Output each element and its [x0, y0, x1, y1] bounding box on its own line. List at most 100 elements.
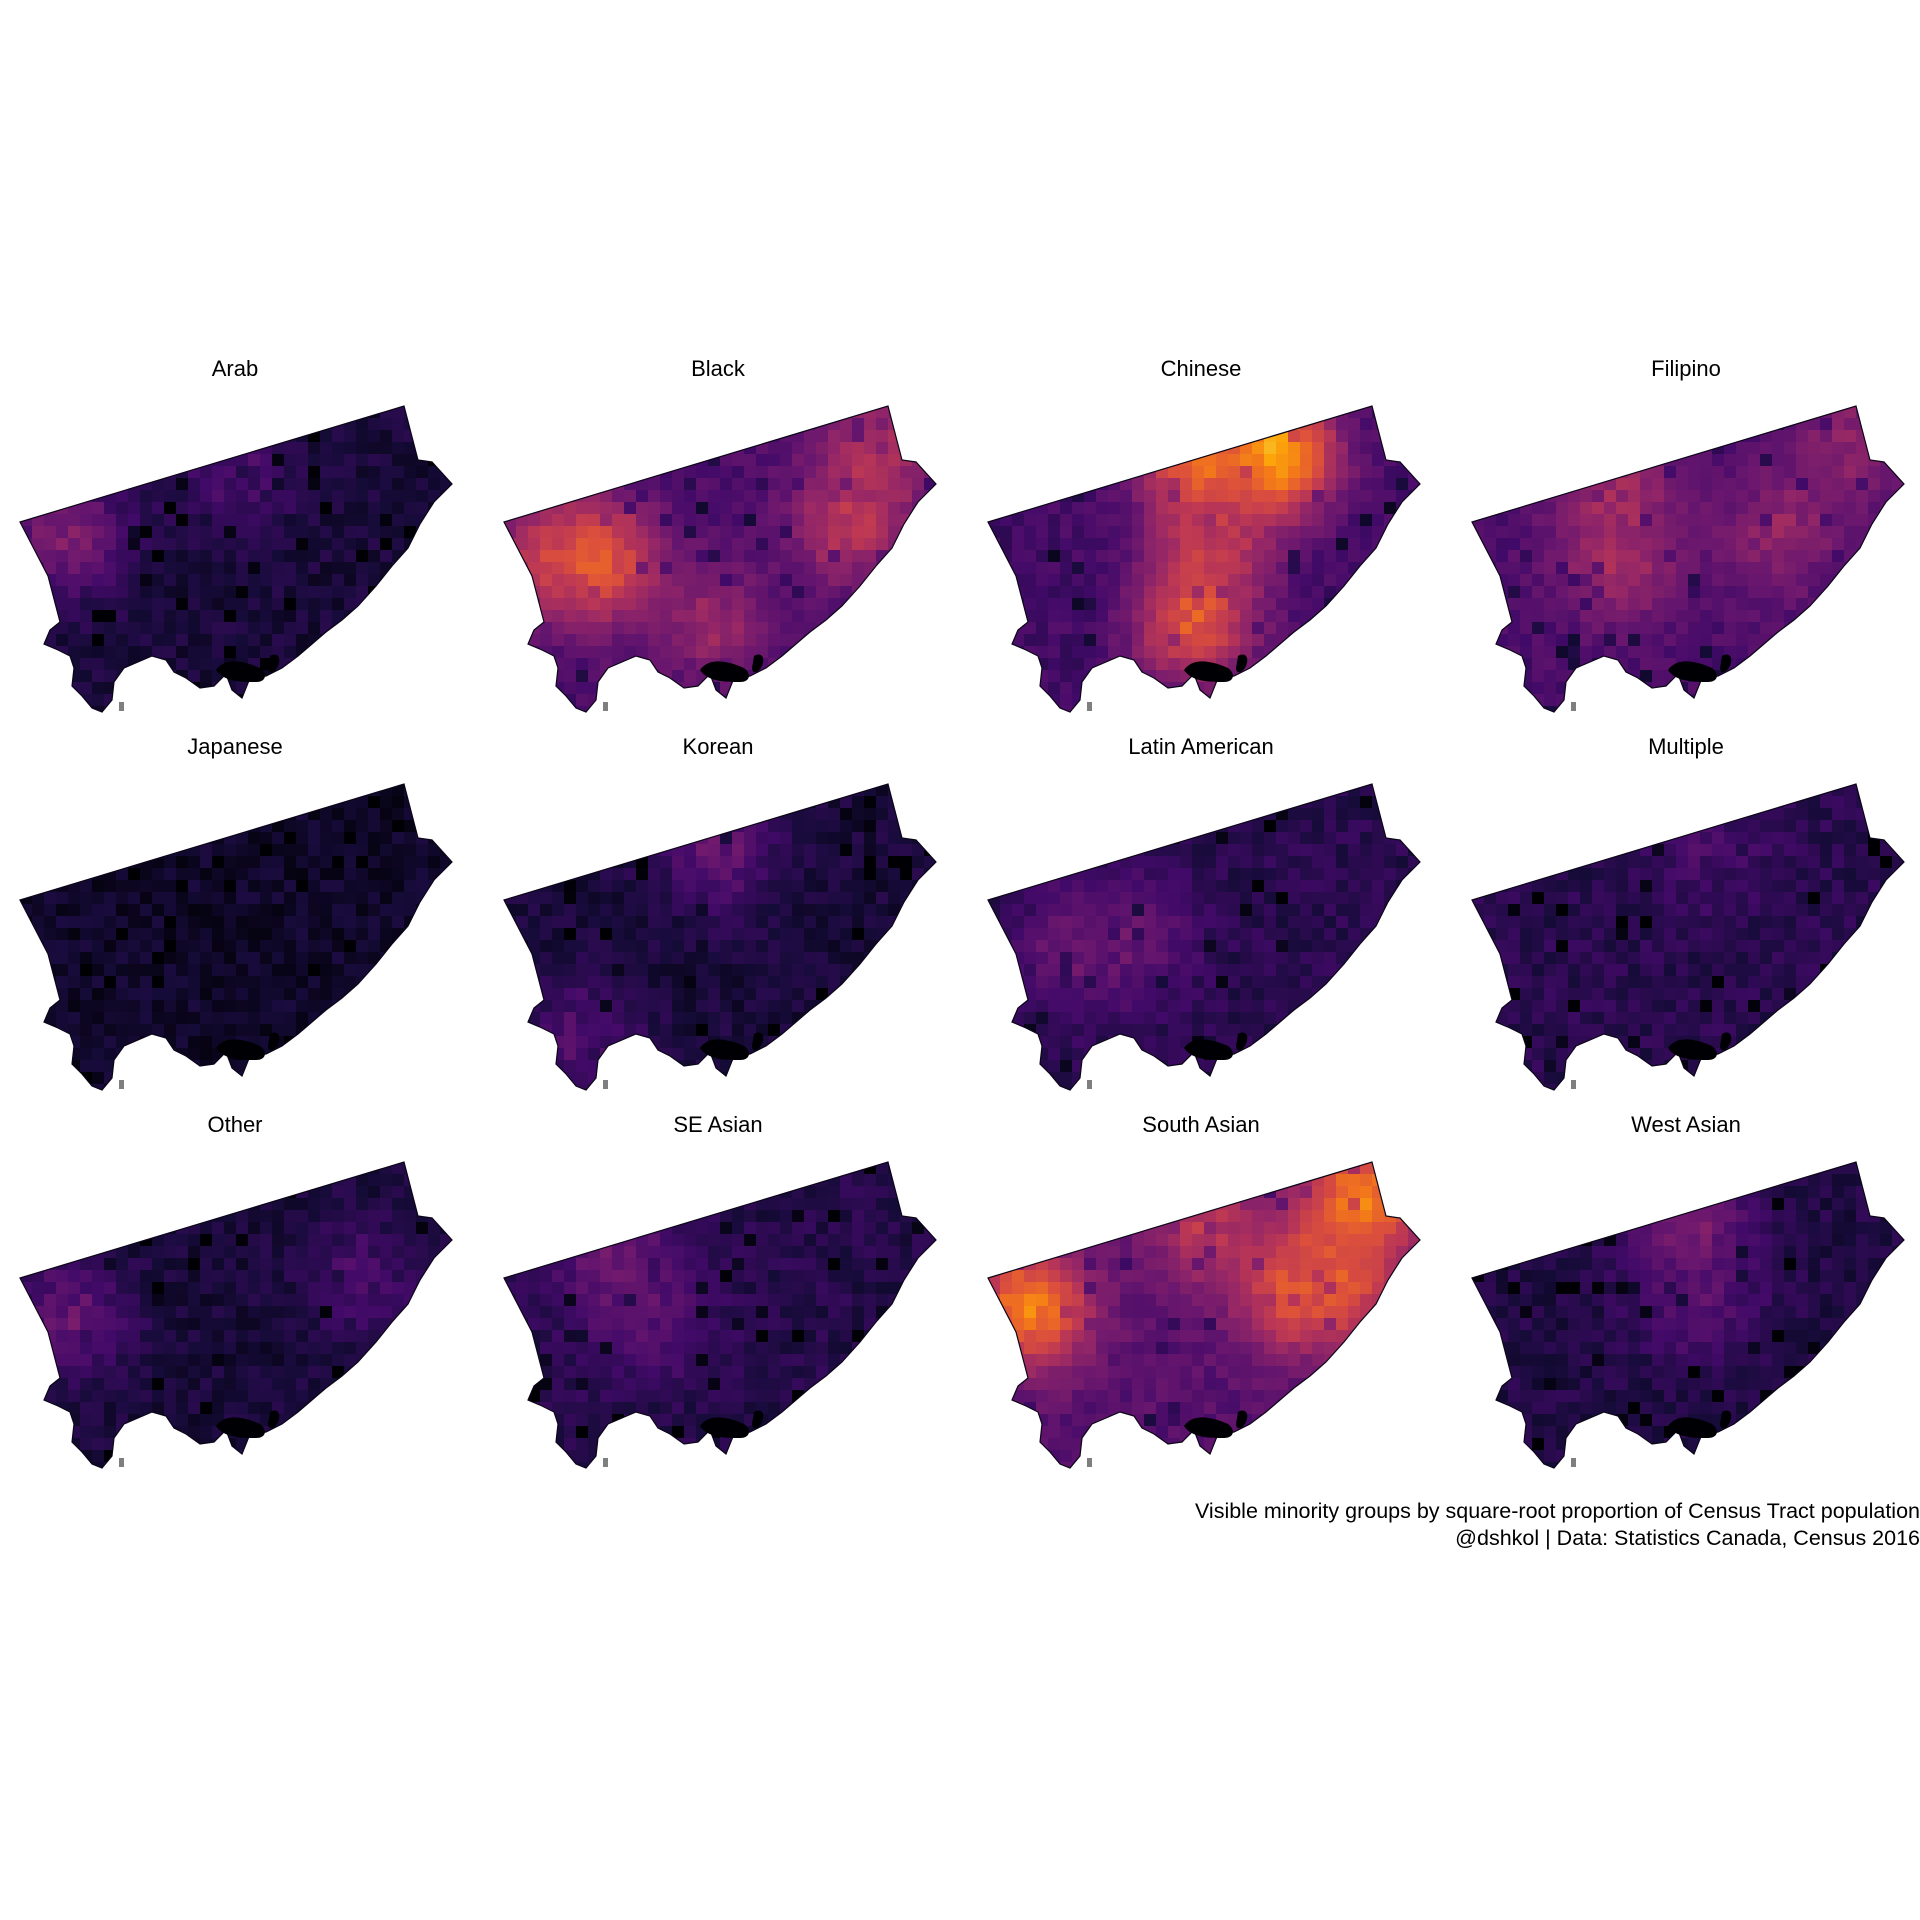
census-tract	[1228, 466, 1242, 481]
census-tract	[68, 706, 82, 712]
census-tract	[1204, 574, 1219, 589]
census-tract	[200, 418, 217, 432]
census-tract	[1652, 706, 1664, 712]
census-tract	[1372, 634, 1385, 651]
census-tract	[476, 952, 491, 968]
census-tract	[392, 1012, 407, 1029]
census-tract	[744, 526, 759, 541]
census-tract	[1880, 478, 1892, 490]
census-tract	[284, 820, 297, 834]
census-tract	[1916, 526, 1920, 539]
census-tract	[1760, 562, 1775, 575]
census-tract	[164, 694, 181, 707]
census-tract	[32, 586, 44, 603]
census-tract	[780, 538, 793, 550]
census-tract	[416, 442, 429, 458]
census-tract	[1024, 442, 1039, 456]
census-tract	[1472, 670, 1484, 685]
census-tract	[104, 502, 119, 515]
census-tract	[612, 598, 624, 610]
census-tract	[1796, 406, 1810, 418]
census-tract	[780, 466, 795, 481]
census-tract	[936, 706, 949, 722]
census-tract	[1420, 610, 1436, 625]
census-tract	[296, 976, 310, 988]
census-tract	[128, 976, 141, 991]
census-tract	[540, 622, 553, 635]
census-tract	[188, 1048, 201, 1062]
census-tract	[988, 646, 1001, 663]
census-tract	[308, 796, 324, 808]
census-tract	[200, 988, 212, 1000]
census-tract	[104, 418, 121, 435]
census-tract	[152, 646, 166, 658]
census-tract	[768, 622, 782, 635]
census-tract	[816, 466, 830, 481]
census-tract	[464, 490, 476, 506]
census-tract	[320, 646, 334, 663]
census-tract	[236, 406, 250, 421]
census-tract	[1784, 430, 1799, 444]
census-tract	[1084, 490, 1099, 505]
census-tract	[1808, 658, 1825, 672]
census-tract	[428, 418, 440, 431]
census-tract	[428, 574, 442, 591]
census-tract	[912, 562, 925, 576]
census-tract	[428, 820, 445, 834]
census-tract	[1024, 634, 1036, 649]
census-tract	[464, 574, 481, 587]
census-tract	[864, 658, 878, 671]
census-tract	[912, 418, 928, 432]
census-tract	[1916, 538, 1920, 550]
census-tract	[1096, 514, 1109, 528]
census-tract	[888, 670, 905, 687]
census-tract	[68, 820, 82, 832]
census-tract	[948, 538, 962, 553]
census-tract	[672, 694, 689, 707]
census-tract	[864, 538, 877, 553]
census-tract	[1348, 658, 1362, 673]
census-tract	[1396, 670, 1413, 682]
census-tract	[68, 478, 83, 495]
census-tract	[1916, 694, 1920, 709]
census-tract	[1348, 670, 1361, 683]
census-tract	[1168, 430, 1185, 442]
census-tract	[128, 442, 142, 457]
census-tract	[1580, 490, 1593, 505]
census-tract	[612, 406, 628, 419]
census-tract	[224, 856, 238, 871]
census-tract	[476, 514, 492, 527]
census-tract	[1372, 670, 1386, 687]
census-tract	[1700, 634, 1715, 649]
census-tract	[272, 682, 286, 699]
map-panel-japanese	[19, 783, 491, 1091]
census-tract	[1360, 574, 1374, 590]
census-tract	[1336, 418, 1349, 430]
census-tract	[528, 562, 543, 574]
census-tract	[1904, 658, 1919, 673]
census-tract	[804, 706, 817, 712]
census-tract	[1700, 610, 1714, 625]
census-tract	[948, 646, 965, 660]
census-tract	[356, 1024, 372, 1040]
census-tract	[1700, 406, 1716, 421]
census-tract	[1700, 694, 1714, 710]
census-tract	[1580, 454, 1597, 471]
census-tract	[1192, 646, 1207, 660]
census-tract	[1676, 550, 1690, 564]
census-tract	[1880, 550, 1897, 567]
census-tract	[1396, 490, 1409, 502]
census-tract	[696, 442, 708, 454]
census-tract	[32, 1000, 48, 1013]
census-tract	[1372, 478, 1387, 491]
census-tract	[1240, 634, 1255, 649]
census-tract	[296, 526, 309, 538]
census-tract	[1604, 514, 1619, 529]
census-tract	[344, 1024, 360, 1039]
census-tract	[452, 784, 467, 798]
census-tract	[128, 832, 143, 846]
census-tract	[188, 928, 203, 943]
census-tract	[1604, 646, 1618, 659]
census-tract	[428, 796, 442, 810]
census-tract	[1796, 586, 1808, 601]
